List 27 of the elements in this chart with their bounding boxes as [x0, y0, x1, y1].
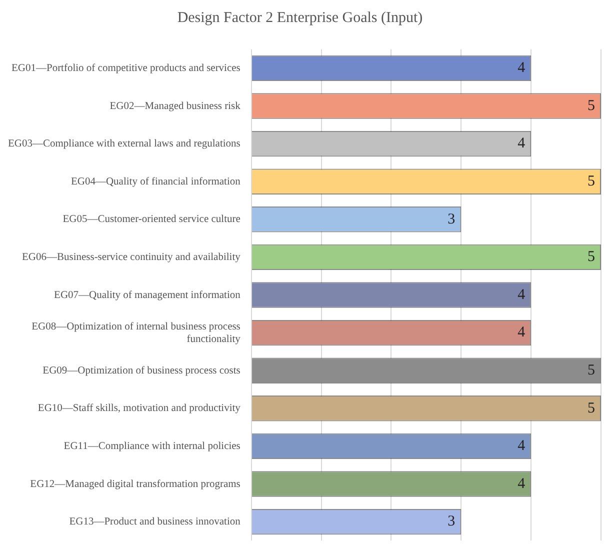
data-label: 3 — [448, 514, 456, 530]
y-tick-label: EG06—Business-service continuity and availability — [22, 252, 242, 263]
data-label: 4 — [518, 60, 526, 76]
y-tick-label: EG12—Managed digital transformation programs — [30, 478, 240, 490]
y-tick-label: EG08—Optimization of internal business process functionality — [32, 321, 242, 345]
y-tick-label: EG11—Compliance with internal policies — [64, 440, 240, 452]
data-label: 5 — [588, 362, 595, 379]
y-tick-label: EG09—Optimization of business process costs — [42, 365, 240, 376]
data-label: 4 — [518, 324, 526, 341]
y-tick-label: EG10—Staff skills, motivation and productivity — [38, 403, 242, 414]
y-tick-label: EG07—Quality of management information — [54, 290, 242, 301]
y-tick-label: EG04—Quality of financial information — [70, 176, 242, 188]
data-label: 3 — [448, 211, 456, 228]
data-label: 5 — [588, 400, 595, 416]
data-label: 5 — [588, 98, 595, 114]
data-label: 4 — [518, 136, 526, 152]
data-label: 5 — [588, 249, 595, 266]
data-label: 4 — [518, 438, 526, 454]
y-tick-label: EG02—Managed business risk — [110, 100, 242, 112]
y-tick-label: EG01—Portfolio of competitive products and services — [11, 62, 240, 74]
data-label: 5 — [588, 174, 595, 190]
data-label: 4 — [518, 476, 526, 492]
y-tick-label: EG03—Compliance with external laws and regulations — [8, 138, 240, 150]
chart-title: Design Factor 2 Enterprise Goals (Input) — [176, 10, 424, 27]
y-tick-label: EG13—Product and business innovation — [69, 516, 242, 528]
y-tick-label: EG05—Customer-oriented service culture — [62, 214, 241, 226]
data-label: 4 — [518, 286, 526, 303]
